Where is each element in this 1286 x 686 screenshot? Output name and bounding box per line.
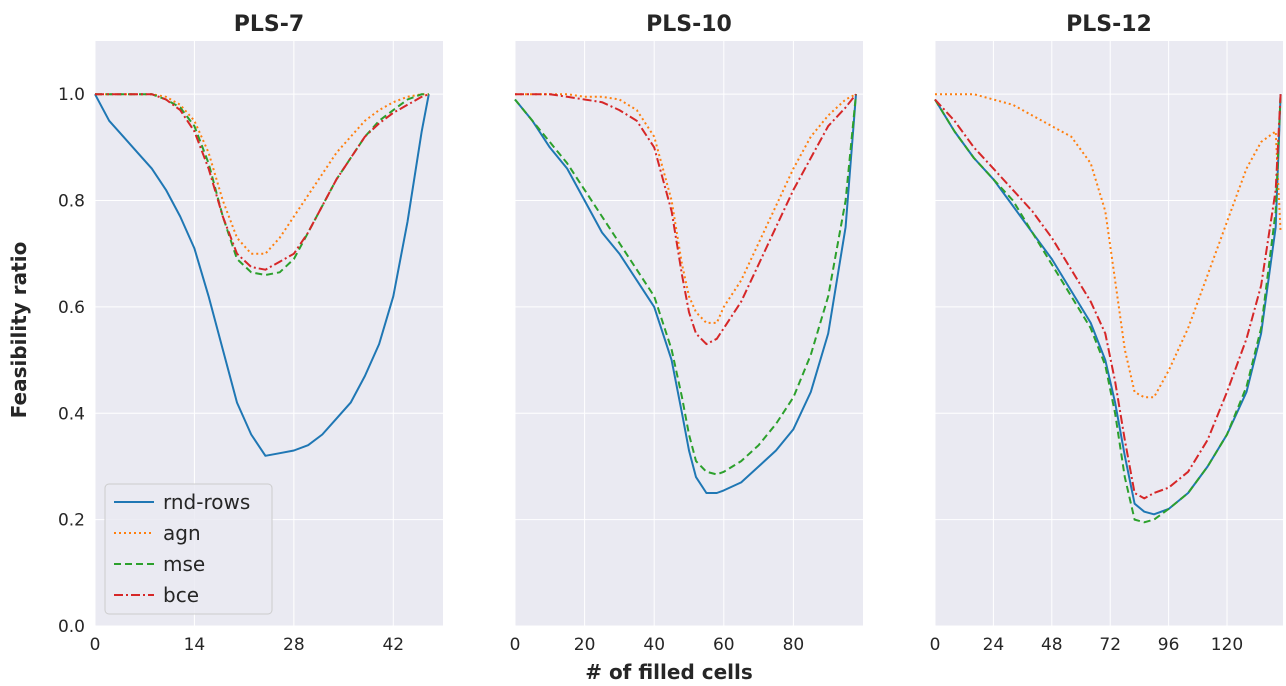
x-tick-label: 28 xyxy=(283,635,305,655)
series-line-mse xyxy=(514,94,857,476)
x-tick-label: 0 xyxy=(930,635,941,655)
plot-background xyxy=(515,41,863,626)
legend-label: bce xyxy=(163,583,199,607)
plot-background xyxy=(935,41,1283,626)
y-tick-label: 0.4 xyxy=(58,404,85,424)
subplot-2: 0 20 40 60 80 PLS-10 xyxy=(510,12,863,655)
y-tick-label: 0.2 xyxy=(58,511,85,531)
x-tick-label: 42 xyxy=(382,635,404,655)
series-line-mse xyxy=(934,94,1282,524)
subplots: 0.0 0.2 0.4 0.6 0.8 1.0 0 14 28 42 PLS-7 0 20 40 60 80 P… xyxy=(58,12,1283,655)
x-tick-label: 0 xyxy=(90,635,101,655)
legend-label: agn xyxy=(163,521,201,545)
y-tick-label: 0.8 xyxy=(58,192,85,212)
x-tick-label: 40 xyxy=(643,635,665,655)
x-tick-label: 96 xyxy=(1158,635,1180,655)
series-line-bce xyxy=(95,93,430,271)
series-line-agn xyxy=(515,93,857,324)
x-tick-label: 60 xyxy=(713,635,735,655)
legend-label: mse xyxy=(163,552,205,576)
x-tick-label: 80 xyxy=(783,635,805,655)
series-line-bce xyxy=(934,94,1282,500)
x-tick-label: 120 xyxy=(1211,635,1243,655)
series-line-rnd-rows xyxy=(94,93,430,457)
y-tick-label: 0.0 xyxy=(58,617,85,637)
x-tick-label: 20 xyxy=(574,635,596,655)
y-tick-label: 1.0 xyxy=(58,85,85,105)
x-tick-label: 24 xyxy=(983,635,1005,655)
series-line-bce xyxy=(515,93,857,346)
subplot-title: PLS-7 xyxy=(234,12,304,37)
x-axis-label: # of filled cells xyxy=(585,660,753,684)
y-axis-label: Feasibility ratio xyxy=(7,242,31,419)
x-tick-label: 0 xyxy=(510,635,521,655)
subplot-3: 0 24 48 72 96 120 PLS-12 xyxy=(930,12,1283,655)
series-line-rnd-rows xyxy=(934,94,1282,516)
x-tick-label: 14 xyxy=(184,635,206,655)
legend-label: rnd-rows xyxy=(163,490,250,514)
x-tick-label: 48 xyxy=(1041,635,1063,655)
legend-frame xyxy=(104,483,273,615)
series-line-rnd-rows xyxy=(514,94,857,494)
x-tick-label: 72 xyxy=(1099,635,1121,655)
y-tick-label: 0.6 xyxy=(58,298,85,318)
subplot-title: PLS-10 xyxy=(646,12,732,37)
legend: rnd-rows agn mse bce xyxy=(104,483,273,615)
subplot-title: PLS-12 xyxy=(1066,12,1152,37)
